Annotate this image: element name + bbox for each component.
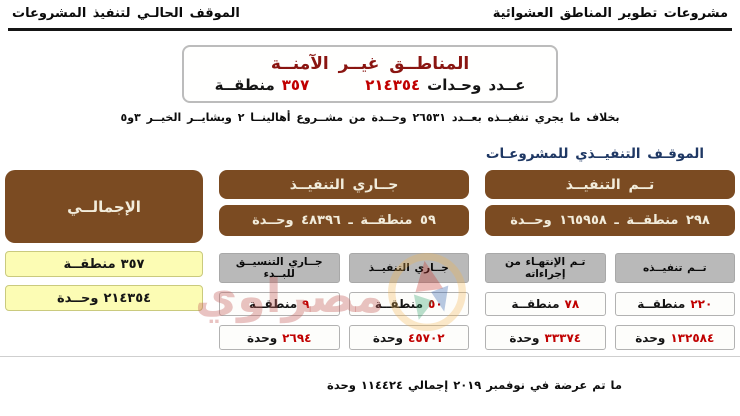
page-title-left: الموقف الحالـي لتنفيذ المشروعات [12,6,240,21]
in-progress-coordination-header: جــاري التنسيــق للبــدء [219,253,340,283]
total-header: الإجمالــي [5,170,203,243]
completed-executed-header: تــم تنفيــذه [614,253,735,283]
areas-value: ٥٠ [428,297,443,311]
completed-summary: ٢٩٨ منطقــة ـ ١٦٥٩٥٨ وحــدة [485,205,735,236]
units-value: ٤٥٧٠٢ [408,330,445,345]
units-label: وحدة [372,330,403,345]
completed-procedures-header: تـم الإنتهـاء من إجراءاته [485,253,606,283]
footer-divider [0,356,740,357]
areas-value: ٢٢٠ [690,297,713,311]
total-areas-value: ٣٥٧ [120,256,145,272]
units-label: وحدة [509,330,540,345]
units-label: وحدة [247,330,278,345]
in-progress-header: جــاري التنفيــذ [219,170,469,199]
areas-value: ٩ [302,297,310,311]
units-value: ٢٦٩٤ [282,330,312,345]
top-header-bar: مشروعات تطوير المناطق العشوائية الموقف ا… [12,6,728,21]
in-progress-executing-subcol: جــاري التنفيــذ ٥٠ منطقــة ٤٥٧٠٢ وحدة [348,253,469,350]
footer-note: ما تم عرضة في نوفمبر ٢٠١٩ إجمالي ١١٤٤٢٤ … [327,378,622,392]
total-units-label: وحــدة [56,290,99,306]
in-progress-coordination-areas-cell: ٩ منطقــة [219,292,340,316]
areas-label: منطقــة [249,297,298,311]
in-progress-column: جــاري التنفيــذ ٥٩ منطقــة ـ ٤٨٣٩٦ وحــ… [219,170,469,350]
completed-executed-areas-cell: ٢٢٠ منطقــة [614,292,735,316]
completed-executed-units-cell: ١٣٢٥٨٤ وحدة [614,325,735,350]
completed-procedures-areas-cell: ٧٨ منطقــة [485,292,606,316]
areas-count-label: منطقــة [214,76,275,94]
header-divider [8,28,732,31]
units-label: وحدة [635,330,666,345]
areas-count-value: ٣٥٧ [281,76,310,94]
units-value: ١٣٢٥٨٤ [670,330,715,345]
in-progress-coordination-units-cell: ٢٦٩٤ وحدة [219,325,340,350]
completed-procedures-subcol: تـم الإنتهـاء من إجراءاته ٧٨ منطقــة ٣٣٣… [485,253,606,350]
total-areas-box: ٣٥٧ منطقــة [5,251,203,277]
total-units-box: ٢١٤٣٥٤ وحــدة [5,285,203,311]
in-progress-executing-units-cell: ٤٥٧٠٢ وحدة [348,325,469,350]
page-title-right: مشروعات تطوير المناطق العشوائية [492,6,728,21]
unsafe-areas-title-box: المناطــق غيــر الآمنــة عــدد وحـدات ٢١… [182,45,558,103]
unsafe-areas-counts: عــدد وحـدات ٢١٤٣٥٤ ٣٥٧ منطقــة [215,76,526,94]
areas-value: ٧٨ [564,297,580,311]
completed-subgrid: تــم تنفيــذه ٢٢٠ منطقــة ١٣٢٥٨٤ وحدة تـ… [485,253,735,350]
in-progress-coordination-subcol: جــاري التنسيــق للبــدء ٩ منطقــة ٢٦٩٤ … [219,253,340,350]
total-column: الإجمالــي ٣٥٧ منطقــة ٢١٤٣٥٤ وحــدة [5,170,203,350]
unsafe-areas-title: المناطــق غيــر الآمنــة [270,54,470,74]
areas-label: منطقــة [511,297,560,311]
total-areas-label: منطقــة [63,256,116,272]
units-value: ٣٣٣٧٤ [544,330,582,345]
in-progress-subgrid: جــاري التنفيــذ ٥٠ منطقــة ٤٥٧٠٢ وحدة ج… [219,253,469,350]
completed-header: تــم التنفيــذ [485,170,735,199]
exclusion-note: بخلاف ما يجري تنفيــذه بعــدد ٢٦٥٣١ وحــ… [120,111,620,124]
in-progress-executing-areas-cell: ٥٠ منطقــة [348,292,469,316]
areas-label: منطقــة [637,297,686,311]
completed-column: تــم التنفيــذ ٢٩٨ منطقــة ـ ١٦٥٩٥٨ وحــ… [485,170,735,350]
units-count-label: عــدد وحـدات [427,76,526,94]
areas-label: منطقــة [374,297,423,311]
in-progress-summary: ٥٩ منطقــة ـ ٤٨٣٩٦ وحــدة [219,205,469,236]
executive-status-section-title: الموقـف التنفيــذي للمشروعـات [485,146,704,162]
status-columns-grid: تــم التنفيــذ ٢٩٨ منطقــة ـ ١٦٥٩٥٨ وحــ… [5,170,735,350]
completed-procedures-units-cell: ٣٣٣٧٤ وحدة [485,325,606,350]
in-progress-executing-header: جــاري التنفيــذ [348,253,469,283]
completed-executed-subcol: تــم تنفيــذه ٢٢٠ منطقــة ١٣٢٥٨٤ وحدة [614,253,735,350]
units-count-value: ٢١٤٣٥٤ [365,76,421,94]
total-units-value: ٢١٤٣٥٤ [103,290,152,306]
